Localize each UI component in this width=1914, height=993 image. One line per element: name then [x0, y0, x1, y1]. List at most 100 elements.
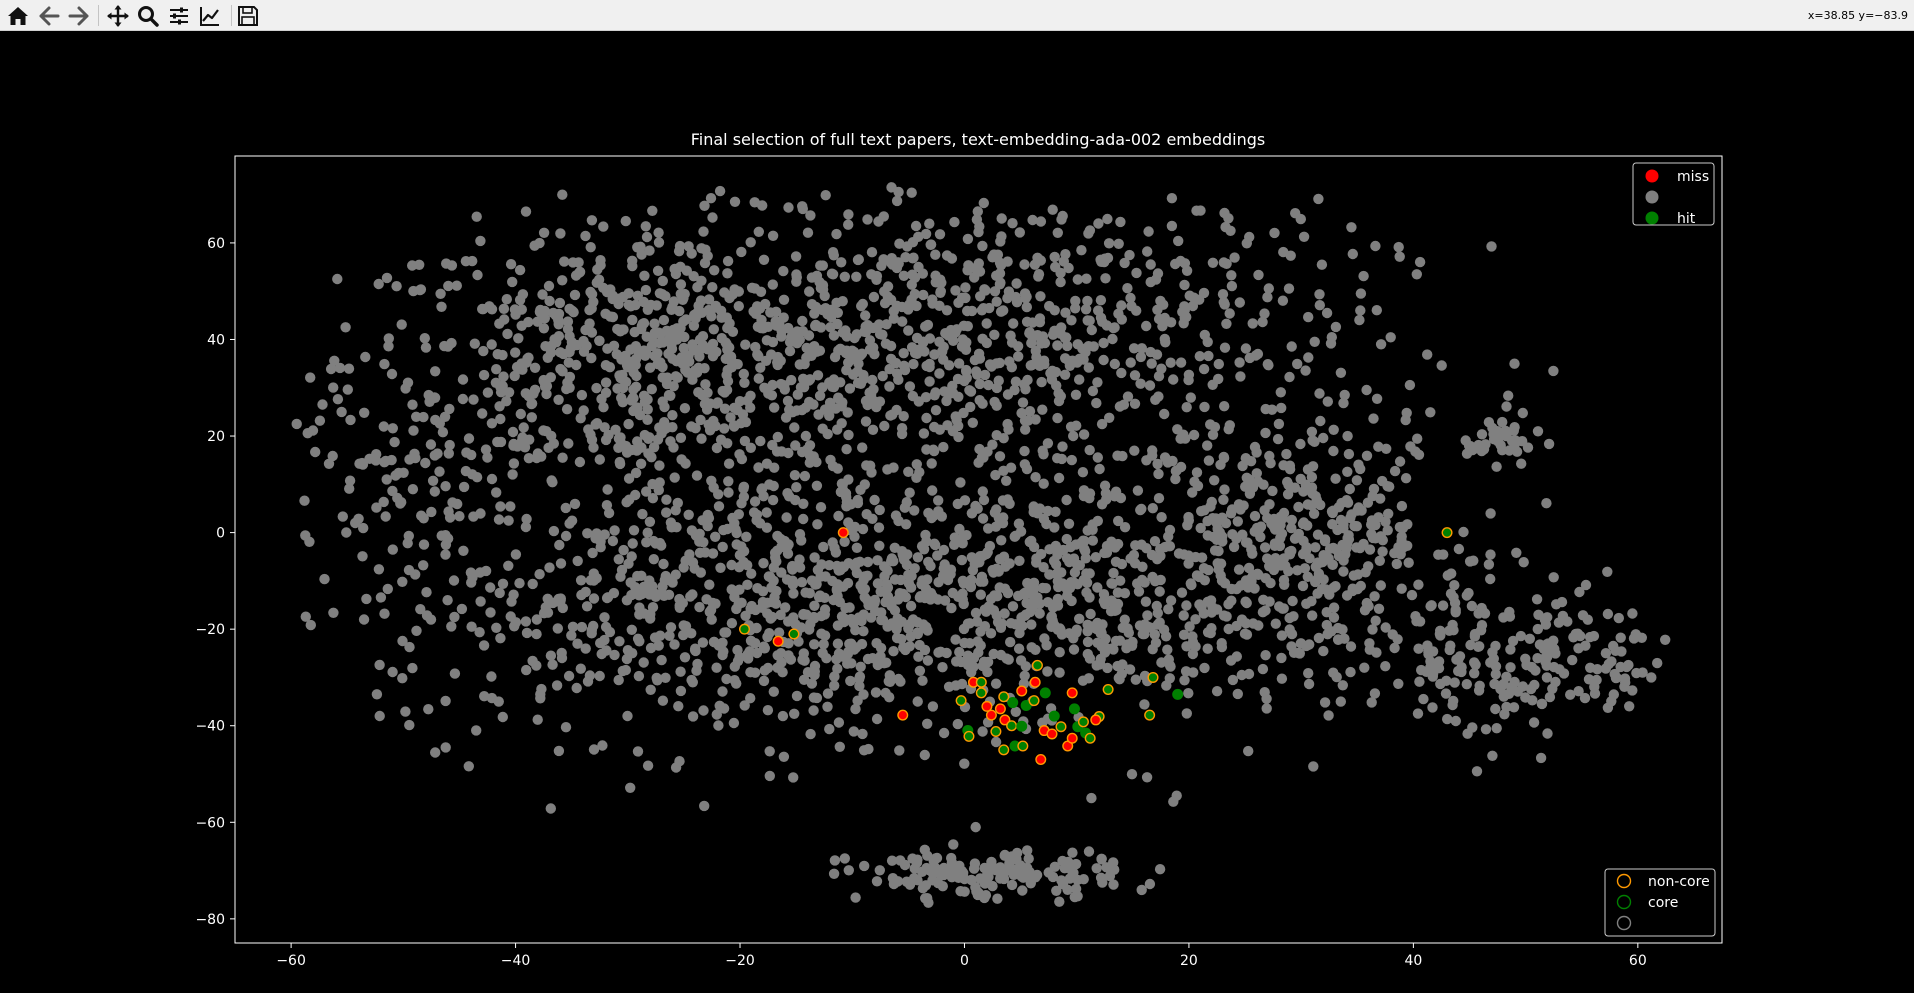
- data-point: [551, 680, 563, 691]
- data-point: [1393, 678, 1404, 689]
- data-point: [1306, 596, 1317, 607]
- forward-button[interactable]: [65, 2, 93, 29]
- data-point: [1312, 573, 1323, 585]
- data-point: [1007, 601, 1019, 612]
- data-point: [790, 251, 802, 262]
- data-point: [1007, 218, 1018, 229]
- data-point: [719, 387, 730, 398]
- data-point: [980, 890, 992, 901]
- data-point: [334, 362, 346, 374]
- data-point: [1053, 472, 1065, 484]
- data-point: [822, 309, 833, 320]
- data-point: [779, 384, 790, 395]
- data-point: [622, 645, 634, 656]
- back-button[interactable]: [35, 2, 63, 29]
- data-point: [1219, 342, 1231, 353]
- data-point: [1084, 444, 1095, 456]
- data-point: [1194, 351, 1206, 362]
- data-point: [371, 502, 382, 513]
- data-point: [527, 578, 538, 590]
- data-point: [876, 607, 887, 618]
- data-point: [1072, 274, 1084, 285]
- data-point: [697, 637, 709, 648]
- data-point: [529, 362, 541, 373]
- data-point: [832, 663, 843, 674]
- data-point: [669, 639, 680, 650]
- data-point: [811, 579, 822, 590]
- data-point: [1234, 357, 1245, 368]
- figure-canvas[interactable]: Final selection of full text papers, tex…: [0, 31, 1914, 993]
- data-point: [632, 633, 644, 644]
- edit-axis-button[interactable]: [196, 2, 224, 29]
- data-point: [845, 675, 856, 687]
- data-point: [449, 611, 460, 623]
- data-point: [989, 329, 1000, 340]
- data-point: [1602, 608, 1614, 620]
- data-point: [851, 642, 862, 653]
- pan-button[interactable]: [104, 2, 132, 29]
- data-point: [835, 343, 846, 354]
- data-point: [755, 362, 766, 373]
- data-point: [1469, 668, 1480, 679]
- data-point: [1337, 624, 1348, 635]
- data-point: [846, 613, 857, 625]
- data-point: [1019, 288, 1031, 299]
- data-point: [1107, 333, 1118, 345]
- data-point: [952, 718, 963, 730]
- data-point: [800, 587, 811, 598]
- data-point: [374, 710, 385, 722]
- data-point: [1503, 390, 1514, 401]
- data-point: [904, 381, 916, 392]
- data-point: [1099, 480, 1111, 491]
- data-point: [943, 360, 955, 371]
- data-point: [675, 685, 687, 697]
- save-button[interactable]: [234, 2, 262, 29]
- data-point: [1485, 549, 1496, 560]
- data-point: [1468, 555, 1479, 566]
- data-point: [424, 396, 435, 407]
- data-point: [1223, 424, 1234, 435]
- scatter-chart[interactable]: Final selection of full text papers, tex…: [0, 31, 1914, 993]
- data-point: [1146, 358, 1157, 369]
- data-point: [1253, 269, 1264, 281]
- data-point: [761, 335, 773, 346]
- data-point: [562, 316, 574, 327]
- data-point: [929, 421, 940, 433]
- highlighted-point: [1090, 714, 1102, 726]
- data-point: [529, 240, 540, 251]
- data-point: [912, 875, 923, 886]
- data-point: [614, 456, 625, 468]
- data-point: [1342, 466, 1353, 477]
- data-point: [1403, 557, 1414, 568]
- data-point: [980, 285, 991, 296]
- data-point: [1074, 374, 1085, 385]
- data-point: [769, 547, 781, 559]
- data-point: [881, 319, 892, 330]
- data-point: [1173, 235, 1184, 247]
- data-point: [573, 257, 584, 268]
- data-point: [594, 335, 605, 346]
- data-point: [378, 496, 389, 508]
- highlighted-point: [1016, 685, 1028, 697]
- data-point: [977, 398, 988, 409]
- data-point: [505, 259, 517, 270]
- home-button[interactable]: [4, 2, 32, 29]
- data-point: [443, 448, 454, 459]
- data-point: [1084, 592, 1095, 603]
- data-point: [784, 336, 796, 348]
- data-point: [1286, 514, 1298, 526]
- data-point: [1151, 349, 1163, 360]
- data-point: [1005, 618, 1017, 629]
- data-point: [486, 339, 497, 350]
- configure-subplots-button[interactable]: [165, 2, 193, 29]
- data-point: [1342, 497, 1354, 508]
- data-point: [617, 291, 629, 303]
- data-point: [1565, 689, 1576, 700]
- data-point: [1002, 256, 1013, 267]
- data-point: [937, 346, 948, 357]
- data-point: [932, 594, 944, 605]
- data-point: [894, 745, 905, 756]
- zoom-button[interactable]: [134, 2, 162, 29]
- data-point: [934, 368, 945, 379]
- data-point: [1361, 384, 1372, 396]
